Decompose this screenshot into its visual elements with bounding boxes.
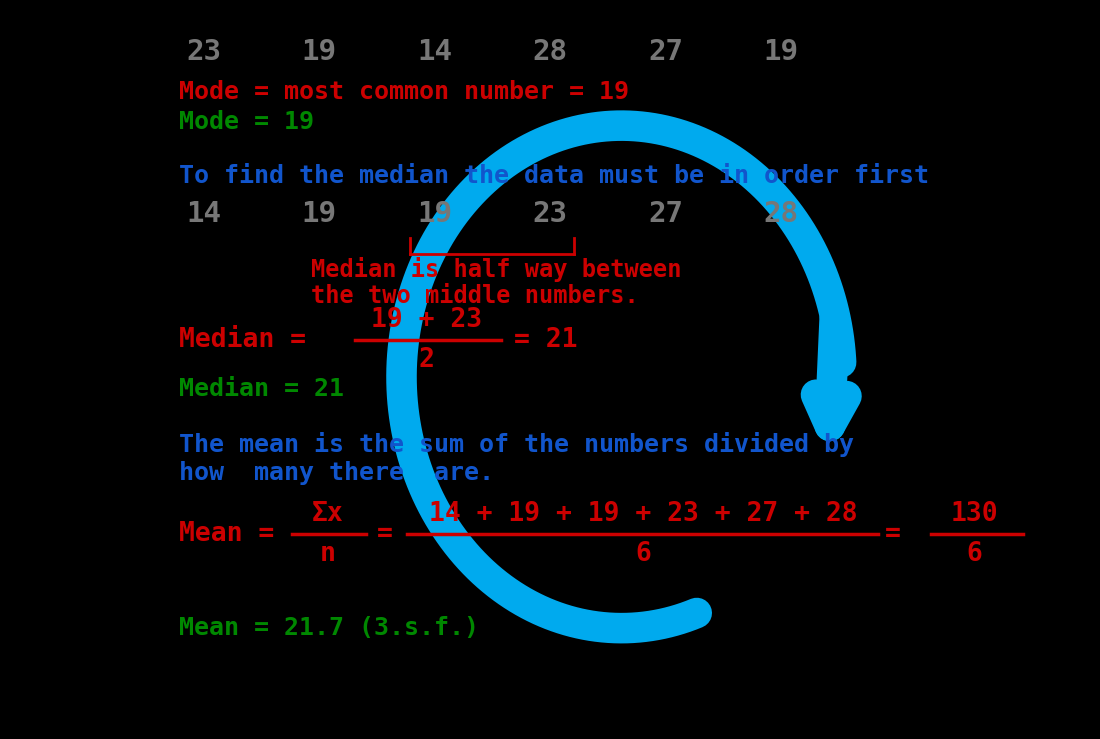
Text: 28: 28 [532,38,568,66]
Text: Mode = most common number = 19: Mode = most common number = 19 [179,81,629,104]
Text: 23: 23 [186,38,221,66]
Text: 19: 19 [417,200,452,228]
Text: Mean =: Mean = [179,520,290,547]
Text: 19 + 23: 19 + 23 [371,307,483,333]
Text: 130: 130 [950,500,999,527]
Text: 28: 28 [763,200,799,228]
Text: 23: 23 [532,200,568,228]
Text: 19: 19 [763,38,799,66]
Text: = 21: = 21 [514,327,578,353]
Text: 6: 6 [967,540,982,567]
Text: Median = 21: Median = 21 [179,377,344,401]
Text: 14: 14 [417,38,452,66]
Text: =: = [377,520,393,547]
Text: =: = [886,520,901,547]
Text: Mean = 21.7 (3.s.f.): Mean = 21.7 (3.s.f.) [179,616,480,640]
Text: To find the median the data must be in order first: To find the median the data must be in o… [179,164,930,188]
Text: how  many there  are.: how many there are. [179,461,494,485]
Text: The mean is the sum of the numbers divided by: The mean is the sum of the numbers divid… [179,432,855,457]
Text: 27: 27 [648,200,683,228]
Text: the two middle numbers.: the two middle numbers. [311,284,639,307]
Text: Median is half way between: Median is half way between [311,257,682,282]
Text: Median =: Median = [179,327,322,353]
Text: Σx: Σx [312,500,343,527]
Text: 2: 2 [419,347,435,373]
Text: 6: 6 [636,540,651,567]
Text: 14: 14 [186,200,221,228]
Text: n: n [320,540,336,567]
Text: Mode = 19: Mode = 19 [179,110,315,134]
Text: 27: 27 [648,38,683,66]
Text: 14 + 19 + 19 + 23 + 27 + 28: 14 + 19 + 19 + 23 + 27 + 28 [429,500,858,527]
Text: 19: 19 [301,200,337,228]
Text: 19: 19 [301,38,337,66]
